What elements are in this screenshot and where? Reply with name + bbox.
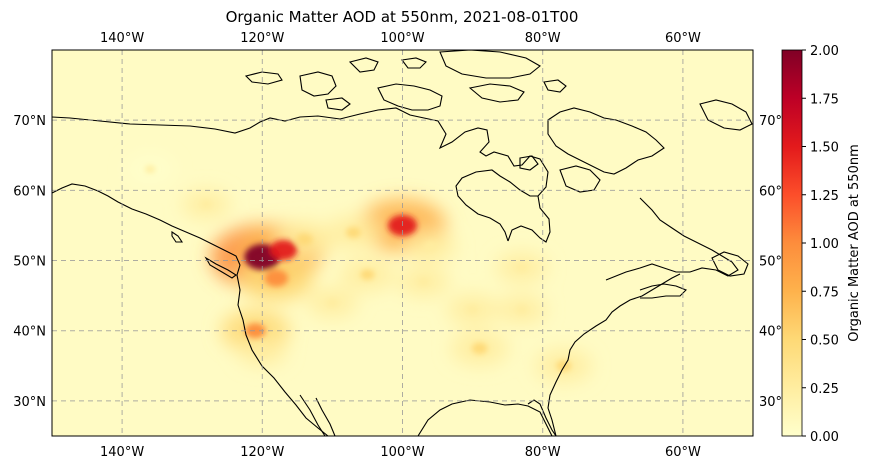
lat-tick-label-left: 70°N xyxy=(13,114,46,129)
coastline-james-bay xyxy=(455,169,538,242)
coastline-newfoundland xyxy=(711,251,749,277)
lon-tick-label-top: 140°W xyxy=(100,31,144,46)
coastline-vancouver-island xyxy=(204,256,237,279)
colorbar-tick-label: 1.00 xyxy=(810,237,839,252)
lat-tick-label-left: 50°N xyxy=(13,255,46,270)
colorbar-tick-label: 1.25 xyxy=(810,189,839,204)
coastline-labrador xyxy=(605,197,739,281)
smoke-core-13 xyxy=(424,241,437,252)
lon-tick-label-bottom: 100°W xyxy=(380,445,424,460)
coastline-alaska-south xyxy=(52,183,241,266)
axis-tick-labels: 140°W 140°W 120°W 120°W 100°W 100°W 80°W 80°W 60… xyxy=(13,31,782,460)
coastline-southampton xyxy=(519,155,539,171)
coastline-baffin xyxy=(547,107,665,175)
coastline-ellesmere xyxy=(439,50,541,79)
smoke-core-12 xyxy=(244,323,266,339)
coastline-island-a xyxy=(348,57,379,73)
lat-tick-label-left: 60°N xyxy=(13,184,46,199)
coastline-baja xyxy=(299,394,326,436)
gridlines xyxy=(52,50,753,436)
colorbar-tick-label: 2.00 xyxy=(810,44,839,59)
lat-tick-label-right: 50° xyxy=(759,255,782,270)
coastline-arctic-mainland xyxy=(52,107,551,243)
smoke-core-5 xyxy=(345,226,361,238)
smoke-core-14 xyxy=(515,262,529,273)
colorbar xyxy=(782,50,802,436)
colorbar-tick-label: 0.25 xyxy=(810,382,839,397)
lat-tick-label-right: 70° xyxy=(759,114,782,129)
coastline-haida-gwaii xyxy=(171,230,184,243)
coastline-greenland-edge xyxy=(699,99,753,131)
colorbar-tick-label: 1.75 xyxy=(810,92,839,107)
lon-tick-label-top: 80°W xyxy=(525,31,561,46)
coastline-banks-island xyxy=(299,71,337,97)
lon-tick-label-top: 100°W xyxy=(380,31,424,46)
smoke-core-18 xyxy=(326,298,339,308)
lon-tick-label-bottom: 80°W xyxy=(525,445,561,460)
smoke-haze-layer xyxy=(126,155,592,383)
lat-tick-label-left: 40°N xyxy=(13,325,46,340)
coastline-island-c xyxy=(401,57,427,69)
coastline-island-e xyxy=(325,97,351,111)
map-frame xyxy=(51,49,754,437)
coastline-island-d xyxy=(543,79,567,93)
smoke-core-6 xyxy=(360,269,375,280)
lon-tick-label-bottom: 60°W xyxy=(665,445,701,460)
coastline-gulf-california xyxy=(315,397,336,436)
lon-tick-label-top: 120°W xyxy=(240,31,284,46)
smoke-core-7 xyxy=(417,276,430,287)
map-title: Organic Matter AOD at 550nm, 2021-08-01T… xyxy=(226,8,579,26)
lon-tick-label-bottom: 140°W xyxy=(100,445,144,460)
lat-tick-label-left: 30°N xyxy=(13,395,46,410)
coastline-victoria-island xyxy=(377,83,443,111)
coastline-gulf-mexico xyxy=(417,399,553,436)
smoke-core-10 xyxy=(471,342,488,355)
smoke-core-16 xyxy=(144,165,156,174)
coastline-nova-scotia xyxy=(639,283,687,299)
lat-tick-label-right: 40° xyxy=(759,325,782,340)
coastline-ungava xyxy=(559,165,601,193)
colorbar-ticks: 0.00 0.25 0.50 0.75 1.00 1.25 1.50 1.75 2.00 xyxy=(802,44,839,445)
colorbar-tick-label: 0.00 xyxy=(810,430,839,445)
lat-tick-label-right: 60° xyxy=(759,184,782,199)
smoke-core-2 xyxy=(264,269,289,287)
lon-tick-label-top: 60°W xyxy=(665,31,701,46)
smoke-core-8 xyxy=(466,304,480,315)
smoke-core-4 xyxy=(296,233,313,246)
smoke-core-15 xyxy=(200,200,212,209)
smoke-core-11 xyxy=(556,360,572,372)
lon-tick-label-bottom: 120°W xyxy=(240,445,284,460)
colorbar-tick-label: 0.75 xyxy=(810,285,839,300)
coastline-atlantic xyxy=(547,273,681,436)
colorbar-label: Organic Matter AOD at 550nm xyxy=(847,144,862,342)
coastline-pacific xyxy=(236,264,329,436)
coastline-devon xyxy=(468,83,525,103)
lat-tick-label-right: 30° xyxy=(759,395,782,410)
map-area xyxy=(52,50,753,436)
smoke-core-9 xyxy=(515,305,528,315)
colorbar-tick-label: 1.50 xyxy=(810,141,839,156)
smoke-core-1 xyxy=(269,240,298,261)
colorbar-tick-label: 0.50 xyxy=(810,334,839,349)
